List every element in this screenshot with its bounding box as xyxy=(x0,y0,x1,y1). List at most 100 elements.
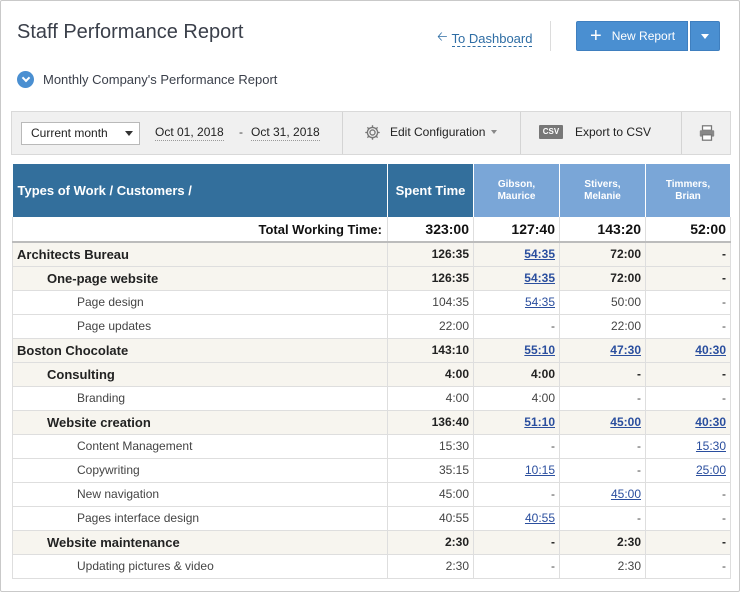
user-time-cell: - xyxy=(645,362,731,387)
row-name: Website creation xyxy=(12,410,388,435)
user-time-cell: - xyxy=(559,362,646,387)
to-dashboard-link[interactable]: 🡠 To Dashboard xyxy=(437,28,533,50)
chevron-down-icon xyxy=(491,130,498,134)
report-subtitle: Monthly Company's Performance Report xyxy=(17,71,277,88)
plus-icon: + xyxy=(590,25,602,47)
task-row: Page updates 22:00-22:00- xyxy=(12,314,731,339)
row-name: Branding xyxy=(12,386,388,411)
user-time-cell: - xyxy=(645,242,731,267)
user-time-link[interactable]: 40:30 xyxy=(695,343,726,357)
user-time-cell: - xyxy=(473,530,560,555)
user-time-cell: 55:10 xyxy=(473,338,560,363)
header-divider xyxy=(550,21,551,51)
total-user: 127:40 xyxy=(473,217,560,243)
user-time-link[interactable]: 45:00 xyxy=(610,415,641,429)
user-time-cell: - xyxy=(645,506,731,531)
user-time-link[interactable]: 15:30 xyxy=(695,439,726,453)
page-title: Staff Performance Report xyxy=(17,21,244,43)
toolbar-divider xyxy=(342,112,343,154)
user-time-link[interactable]: 47:30 xyxy=(610,343,641,357)
column-header-user[interactable]: Gibson, Maurice xyxy=(473,164,560,217)
user-time-link[interactable]: 55:10 xyxy=(524,343,555,357)
new-report-label: New Report xyxy=(611,29,676,43)
user-time-link[interactable]: 54:35 xyxy=(524,295,555,309)
user-time-link[interactable]: 51:10 xyxy=(524,415,555,429)
new-report-button[interactable]: + New Report xyxy=(576,21,688,51)
row-spent-time: 143:10 xyxy=(387,338,474,363)
row-name: Boston Chocolate xyxy=(12,338,388,363)
row-name: Website maintenance xyxy=(12,530,388,555)
user-time-cell: 15:30 xyxy=(645,434,731,459)
row-spent-time: 126:35 xyxy=(387,266,474,291)
printer-icon[interactable] xyxy=(698,124,716,142)
user-time-link[interactable]: 25:00 xyxy=(695,463,726,477)
new-report-dropdown-button[interactable] xyxy=(690,21,720,51)
user-time-cell: 40:30 xyxy=(645,410,731,435)
user-time-cell: 4:00 xyxy=(473,386,560,411)
row-name: Architects Bureau xyxy=(12,242,388,267)
task-row: Content Management 15:30- -15:30 xyxy=(12,434,731,459)
row-name: Copywriting xyxy=(12,458,388,483)
user-time-cell: - xyxy=(559,458,646,483)
export-csv-button[interactable]: Export to CSV xyxy=(575,125,651,139)
report-subtitle-text: Monthly Company's Performance Report xyxy=(43,72,278,87)
row-name: Page design xyxy=(12,290,388,315)
task-row: New navigation 45:00-45:00- xyxy=(12,482,731,507)
user-time-cell: 4:00 xyxy=(473,362,560,387)
user-time-cell: - xyxy=(473,434,560,459)
user-time-link[interactable]: 54:35 xyxy=(524,271,555,285)
row-spent-time: 4:00 xyxy=(387,386,474,411)
period-select-value: Current month xyxy=(31,126,108,140)
row-spent-time: 35:15 xyxy=(387,458,474,483)
user-time-cell: 51:10 xyxy=(473,410,560,435)
user-time-cell: 72:00 xyxy=(559,266,646,291)
row-spent-time: 2:30 xyxy=(387,530,474,555)
period-select[interactable]: Current month xyxy=(21,122,140,145)
row-name: Content Management xyxy=(12,434,388,459)
edit-configuration-label: Edit Configuration xyxy=(390,125,486,139)
date-to-field[interactable]: Oct 31, 2018 xyxy=(251,125,320,141)
user-time-cell: 54:35 xyxy=(473,242,560,267)
user-time-link[interactable]: 54:35 xyxy=(524,247,555,262)
chevron-down-icon xyxy=(125,131,133,136)
user-time-cell: 45:00 xyxy=(559,410,646,435)
row-spent-time: 136:40 xyxy=(387,410,474,435)
user-time-cell: - xyxy=(473,314,560,339)
total-user: 143:20 xyxy=(559,217,646,243)
project-row: Website creation 136:40 51:10 45:00 40:30 xyxy=(12,410,731,435)
row-spent-time: 104:35 xyxy=(387,290,474,315)
row-name: New navigation xyxy=(12,482,388,507)
user-time-link[interactable]: 40:55 xyxy=(524,511,555,525)
total-label: Total Working Time: xyxy=(12,217,388,243)
column-header-work[interactable]: Types of Work / Customers / xyxy=(12,164,388,217)
user-time-cell: 50:00 xyxy=(559,290,646,315)
arrow-left-icon: 🡠 xyxy=(437,29,448,44)
total-spent: 323:00 xyxy=(387,217,474,243)
row-name: Pages interface design xyxy=(12,506,388,531)
user-time-cell: 40:30 xyxy=(645,338,731,363)
user-time-link[interactable]: 40:30 xyxy=(695,415,726,429)
user-time-cell: - xyxy=(645,314,731,339)
csv-file-icon: CSV xyxy=(539,125,563,139)
task-row: Pages interface design 40:55 40:55- - xyxy=(12,506,731,531)
row-spent-time: 40:55 xyxy=(387,506,474,531)
user-time-link[interactable]: 10:15 xyxy=(524,463,555,477)
edit-configuration-button[interactable]: Edit Configuration xyxy=(390,125,498,139)
total-user: 52:00 xyxy=(645,217,731,243)
row-name: Page updates xyxy=(12,314,388,339)
project-row: One-page website 126:35 54:35 72:00- xyxy=(12,266,731,291)
user-time-cell: - xyxy=(645,530,731,555)
column-header-user[interactable]: Timmers, Brian xyxy=(645,164,731,217)
user-time-link[interactable]: 45:00 xyxy=(610,487,641,501)
user-time-cell: - xyxy=(645,386,731,411)
date-range-separator: - xyxy=(239,125,243,139)
column-header-user[interactable]: Stivers, Melanie xyxy=(559,164,646,217)
task-row: Copywriting 35:15 10:15- 25:00 xyxy=(12,458,731,483)
user-time-cell: - xyxy=(645,290,731,315)
column-header-spent[interactable]: Spent Time xyxy=(387,164,474,217)
check-circle-icon xyxy=(17,71,34,88)
user-time-cell: 22:00 xyxy=(559,314,646,339)
date-from-field[interactable]: Oct 01, 2018 xyxy=(155,125,224,141)
row-spent-time: 4:00 xyxy=(387,362,474,387)
performance-table: Types of Work / Customers / Spent Time G… xyxy=(12,164,731,579)
